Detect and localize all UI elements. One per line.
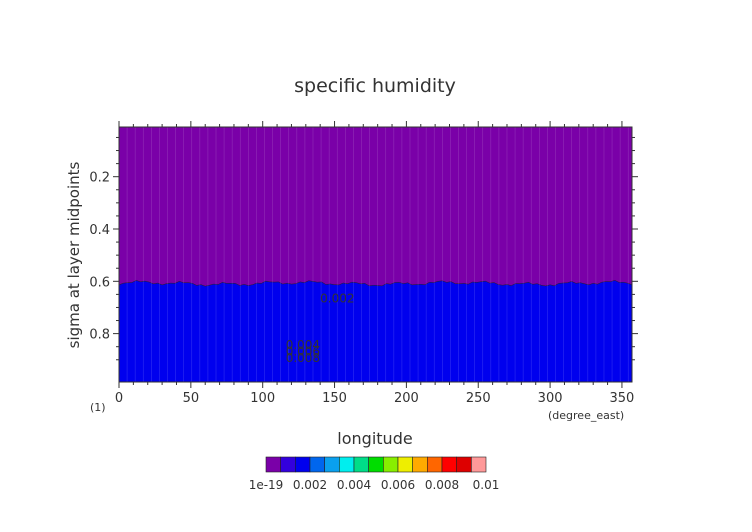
colorbar-swatch-8 <box>383 456 399 473</box>
x-axis: 0 50 100 150 200 250 300 350 <box>115 121 634 406</box>
y-tick-label-0: 0.2 <box>89 171 110 186</box>
colorbar-swatch-14 <box>471 456 487 473</box>
y-tick-label-1: 0.4 <box>89 223 110 238</box>
x-tick-label-1: 50 <box>183 391 200 406</box>
colorbar-swatch-10 <box>412 456 428 473</box>
colorbar-label-0: 1e-19 <box>249 478 284 492</box>
colorbar-label-3: 0.006 <box>381 478 415 492</box>
x-tick-label-2: 100 <box>250 391 275 406</box>
colorbar-swatch-5 <box>339 456 355 473</box>
chart-title: specific humidity <box>294 75 456 97</box>
colorbar: 1e-19 0.002 0.004 0.006 0.008 0.01 <box>249 456 500 492</box>
contour-label-3: 0.008 <box>286 351 320 365</box>
colorbar-swatch-6 <box>353 456 369 473</box>
x-axis-label: longitude <box>337 429 412 448</box>
y-axis-label: sigma at layer midpoints <box>65 161 83 348</box>
band-1 <box>119 280 632 382</box>
x-tick-label-6: 300 <box>538 391 563 406</box>
x-tick-label-5: 250 <box>466 391 491 406</box>
colorbar-swatch-2 <box>295 456 311 473</box>
x-tick-label-3: 150 <box>322 391 347 406</box>
contour-label-1: 0.004 <box>286 338 320 352</box>
x-units-label: (degree_east) <box>548 409 624 422</box>
colorbar-label-2: 0.004 <box>337 478 371 492</box>
y-units-label: (1) <box>90 401 106 414</box>
colorbar-label-1: 0.002 <box>293 478 327 492</box>
colorbar-swatch-11 <box>427 456 443 473</box>
colorbar-swatch-7 <box>368 456 384 473</box>
contour-label-0: 0.002 <box>320 291 354 305</box>
x-tick-label-0: 0 <box>115 391 123 406</box>
colorbar-swatch-3 <box>309 456 325 473</box>
colorbar-swatch-13 <box>456 456 472 473</box>
y-tick-label-3: 0.8 <box>89 328 110 343</box>
colorbar-label-5: 0.01 <box>473 478 500 492</box>
colorbar-swatch-9 <box>397 456 413 473</box>
x-tick-label-7: 350 <box>610 391 635 406</box>
x-tick-label-4: 200 <box>394 391 419 406</box>
colorbar-swatch-12 <box>441 456 457 473</box>
contour-label-2: 0.006 <box>286 344 320 358</box>
plot-frame <box>118 126 633 383</box>
y-tick-label-2: 0.6 <box>89 275 110 290</box>
colorbar-swatch-1 <box>280 456 296 473</box>
colorbar-label-4: 0.008 <box>425 478 459 492</box>
y-axis: 0.2 0.4 0.6 0.8 <box>89 136 638 361</box>
colorbar-swatch-4 <box>324 456 340 473</box>
colorbar-swatch-0 <box>265 456 281 473</box>
